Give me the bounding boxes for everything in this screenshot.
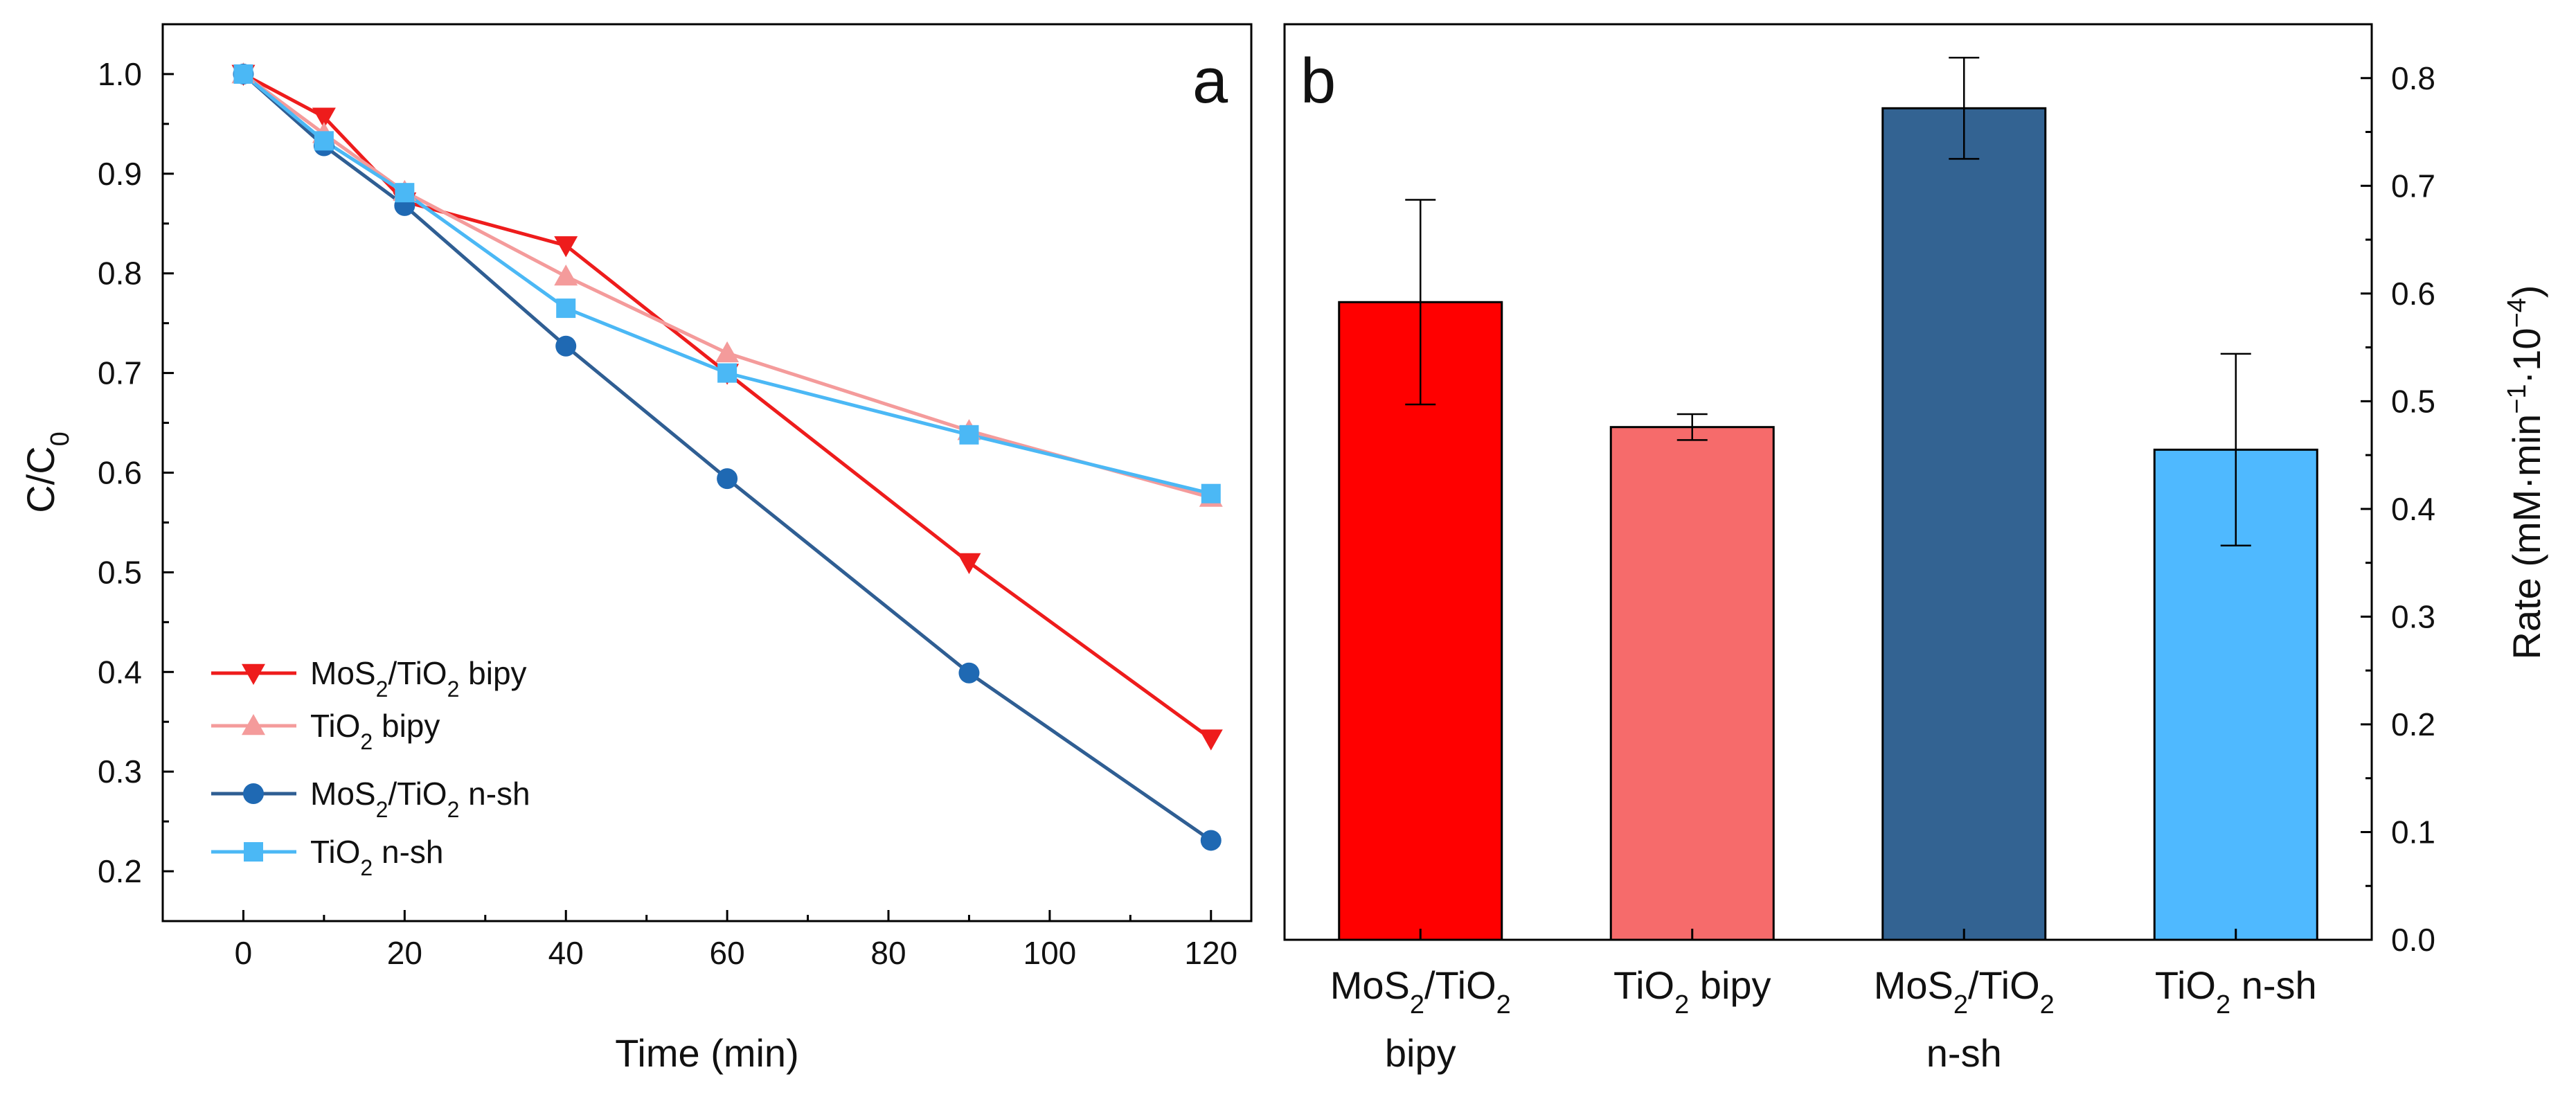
panel-b-y-tick-label: 0.8 [2391,60,2435,96]
panel-a-y-tick-label: 0.5 [98,554,142,590]
panel-a-y-tick-label: 0.6 [98,455,142,491]
panel-a-x-tick-label: 80 [870,935,906,971]
data-point-tio2_nsh [395,183,415,203]
panel-b-category-labels: MoS2/TiO2 bipy TiO2 bipy MoS2/TiO2 n-sh TiO2 … [1330,963,2317,1075]
panel-b-bars [1338,56,2318,941]
legend-label-tio2_nsh: TiO2 n-sh [310,834,443,880]
data-point-mos2_nsh [958,662,980,684]
legend-marker-mos2_bipy [242,663,265,685]
data-point-tio2_bipy [554,265,578,286]
category-label-line2-mos2_nsh: n-sh [1926,1031,2002,1075]
series-line-tio2_bipy [242,72,1212,499]
legend-label-mos2_bipy: MoS2/TiO2 bipy [310,655,527,702]
panel-b-y-tick-label: 0.0 [2391,922,2435,958]
data-point-tio2_nsh [233,64,253,84]
bar-mos2_nsh [1881,107,2047,941]
data-point-tio2_nsh [1201,483,1221,503]
panel-b-y-tick-label: 0.7 [2391,168,2435,204]
category-label-tio2_bipy: TiO2 bipy [1613,963,1771,1019]
data-point-mos2_bipy [554,236,578,258]
panel-a-x-tick-label: 120 [1184,935,1237,971]
legend-label-tio2_bipy: TiO2 bipy [310,708,440,754]
panel-b-y-tick-label: 0.4 [2391,491,2435,527]
panel-a-legend: MoS2/TiO2 bipy TiO2 bipy MoS2/TiO2 n-sh TiO… [211,655,530,880]
data-point-tio2_nsh [556,298,576,319]
category-label-mos2_nsh: MoS2/TiO2 [1874,963,2055,1019]
category-label-mos2_bipy: MoS2/TiO2 [1330,963,1511,1019]
panel-a-x-ticks: 0 20 40 60 80 100 120 [161,910,1237,971]
panel-a-y-tick-label: 0.2 [98,853,142,889]
data-point-tio2_nsh [717,363,737,383]
series-line-tio2_nsh [242,73,1212,496]
panel-a-y-tick-label: 0.4 [98,654,142,690]
panel-a-y-tick-label: 1.0 [98,56,142,92]
panel-a-y-tick-label: 0.8 [98,256,142,292]
legend-marker-mos2_nsh [243,783,264,804]
data-point-mos2_nsh [555,335,577,357]
data-point-mos2_bipy [957,553,981,574]
panel-b-frame [1283,23,2373,941]
panel-a-y-tick-label: 0.3 [98,753,142,790]
panel-a-y-ticks: 0.2 0.3 0.4 0.5 0.6 0.7 0.8 0.9 1.0 [98,56,174,889]
legend-marker-tio2_nsh [244,842,263,862]
series-line-mos2_bipy [242,72,1213,740]
legend-marker-tio2_bipy [242,714,265,735]
panel-a-series [231,62,1223,851]
data-point-mos2_bipy [312,107,336,129]
panel-b-y-tick-label: 0.5 [2391,383,2435,419]
panel-a-x-axis-title: Time (min) [615,1031,798,1075]
panel-a-x-tick-label: 40 [548,935,584,971]
panel-b-y-tick-label: 0.1 [2391,814,2435,850]
panel-a-x-tick-label: 0 [235,935,253,971]
panel-a-letter: a [1192,46,1228,116]
panel-a-y-tick-label: 0.9 [98,156,142,192]
panel-b-y-ticks: 0.0 0.1 0.2 0.3 0.4 0.5 0.6 0.7 0.8 [2361,60,2435,958]
panel-a-x-tick-label: 100 [1023,935,1077,971]
panel-a-line-chart: 0.2 0.3 0.4 0.5 0.6 0.7 0.8 0.9 1.0 0 20 40 60 80 100… [19,23,1253,1075]
data-point-mos2_bipy [1199,729,1223,751]
data-point-tio2_bipy [715,341,740,363]
panel-a-y-axis-title: C/C0 [19,431,75,513]
panel-b-y-tick-label: 0.3 [2391,598,2435,634]
bar-mos2_bipy [1338,301,1503,941]
panel-b-y-axis-title: Rate (mM·min−1·10−4) [2503,285,2548,660]
panel-b-y-tick-label: 0.6 [2391,276,2435,312]
panel-b-bar-chart: 0.0 0.1 0.2 0.3 0.4 0.5 0.6 0.7 0.8 MoS2/TiO2 bip… [1283,23,2548,1075]
panel-b-y-tick-label: 0.2 [2391,706,2435,742]
panel-a-x-tick-label: 60 [710,935,745,971]
data-point-tio2_nsh [959,425,979,445]
data-point-mos2_nsh [717,468,738,490]
panel-b-letter: b [1300,46,1336,116]
legend-label-mos2_nsh: MoS2/TiO2 n-sh [310,776,530,822]
panel-a-x-tick-label: 20 [387,935,422,971]
bar-tio2_bipy [1609,426,1775,941]
category-label-line2-mos2_bipy: bipy [1385,1031,1456,1075]
panel-a-y-tick-label: 0.7 [98,355,142,391]
category-label-tio2_nsh: TiO2 n-sh [2155,963,2317,1019]
data-point-mos2_nsh [1200,830,1222,851]
data-point-tio2_nsh [314,131,334,151]
